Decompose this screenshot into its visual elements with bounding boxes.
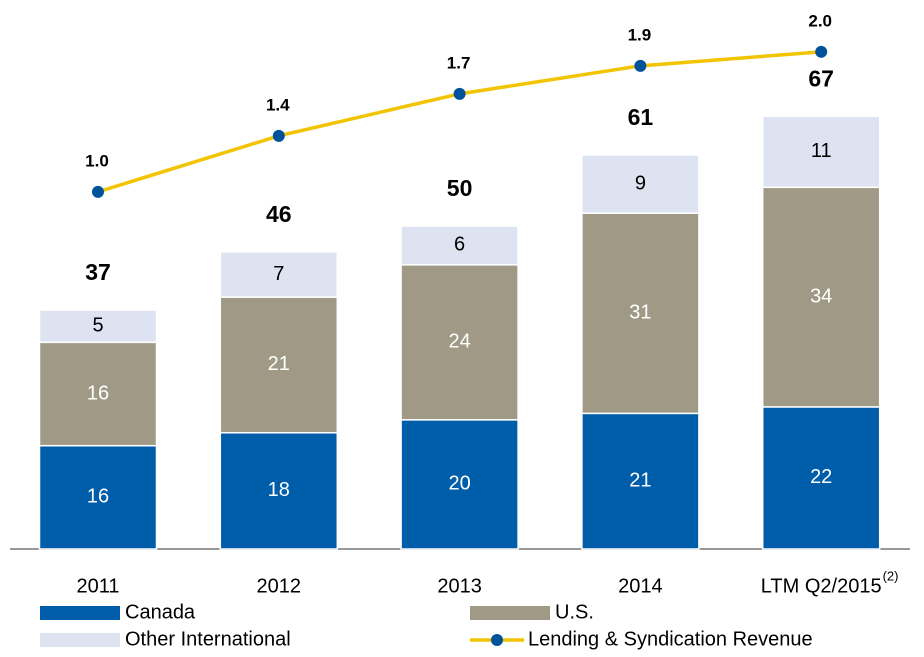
line: [97, 50, 822, 194]
segment-label: 16: [87, 382, 109, 404]
bar-segment: [38, 444, 158, 550]
bar-segment: [219, 251, 339, 298]
line-value-label: 1.4: [266, 95, 290, 114]
x-tick-label: 2012: [257, 575, 302, 597]
line-value-label: 1.9: [628, 25, 652, 44]
total-label: 61: [628, 104, 654, 130]
legend-label: Other International: [125, 628, 291, 650]
segment-label: 7: [273, 263, 284, 285]
legend-label: U.S.: [555, 601, 594, 623]
line-value-label: 1.7: [447, 53, 471, 72]
total-label: 67: [808, 65, 834, 91]
legend-label: Canada: [125, 601, 196, 623]
bar-segment: [761, 115, 881, 189]
segment-label: 24: [448, 331, 470, 353]
total-label: 46: [266, 201, 292, 227]
segment-label: 34: [810, 285, 832, 307]
bar-segment: [400, 264, 519, 421]
bar-segment: [219, 431, 339, 550]
segment-label: 31: [629, 302, 651, 324]
legend-swatch: [470, 606, 550, 620]
bar-segment: [581, 412, 700, 550]
segment-label: 16: [87, 486, 109, 508]
bar-segment: [219, 296, 339, 434]
segment-label: 22: [810, 466, 832, 488]
bar-segment: [400, 225, 519, 266]
x-tick-label: 2011: [76, 575, 119, 597]
segment-label: 18: [268, 479, 290, 501]
line-marker: [272, 129, 285, 142]
bar-segment: [761, 186, 881, 408]
segment-label: 20: [448, 473, 470, 495]
legend-swatch: [40, 606, 120, 620]
segment-label: 21: [629, 469, 651, 491]
segment-label: 21: [268, 353, 290, 375]
legend-marker: [491, 634, 503, 646]
total-label: 50: [447, 175, 473, 201]
segment-label: 11: [811, 140, 832, 162]
segment-label: 5: [92, 314, 103, 336]
line-marker: [92, 185, 104, 198]
bar-segment: [581, 212, 700, 415]
line-value-label: 1.0: [85, 151, 109, 170]
category-superscript: (2): [883, 568, 899, 583]
bar-segment: [400, 419, 519, 550]
bar-segment: [761, 406, 881, 550]
segment-label: 9: [635, 172, 646, 194]
legend-swatch: [40, 633, 120, 647]
segment-label: 6: [454, 234, 465, 256]
line-marker: [453, 87, 466, 100]
line-marker: [815, 45, 828, 58]
line-value-label: 2.0: [808, 11, 832, 30]
x-tick-label: 2013: [437, 575, 482, 597]
bar-segment: [581, 154, 700, 214]
bar-segment: [38, 309, 158, 344]
x-tick-label: 2014: [618, 575, 663, 597]
x-tick-label: LTM Q2/2015: [761, 575, 882, 597]
bar-segment: [38, 341, 158, 447]
legend-label: Lending & Syndication Revenue: [528, 628, 813, 650]
total-label: 37: [85, 259, 111, 285]
line-marker: [634, 59, 647, 72]
